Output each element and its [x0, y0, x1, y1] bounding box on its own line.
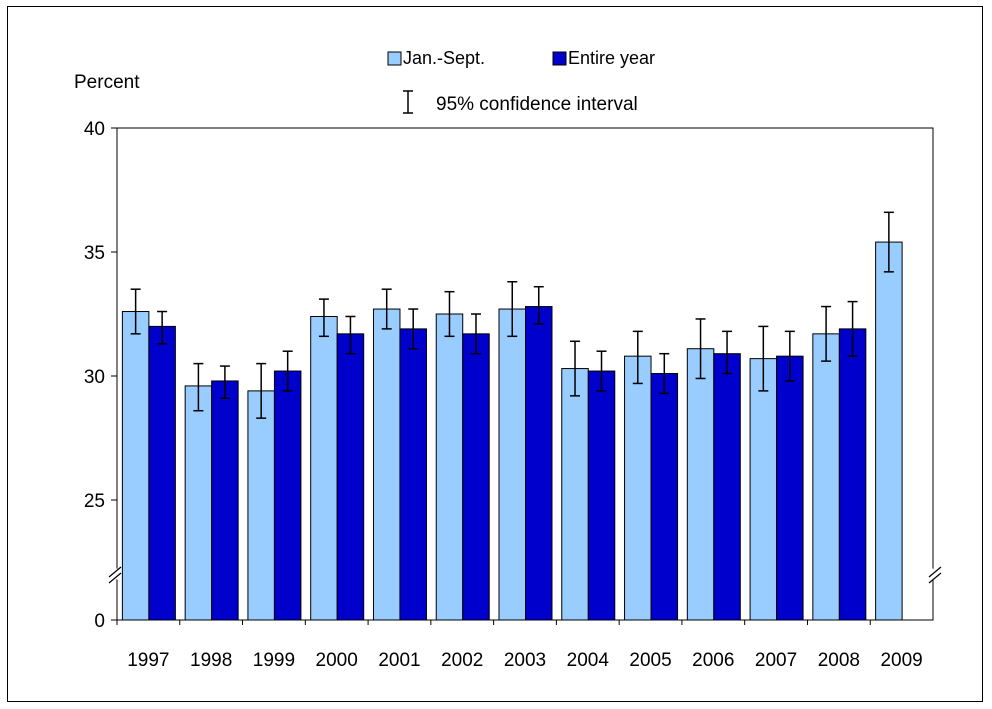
bar-jan-sept-2007	[749, 358, 778, 621]
bar-entire-year-2006	[713, 353, 741, 621]
tick-labels-layer: 0 25 30 35 40 1997 1998 1999 2000 2001 2002 2003 200…	[84, 119, 923, 671]
bar-entire-year-2007	[776, 355, 804, 621]
axis-break-left-marks	[108, 566, 122, 584]
bar-jan-sept-2008	[812, 333, 840, 621]
error-bar-jan-sept-1999	[256, 362, 267, 419]
bar-entire-year-1997	[148, 325, 176, 621]
y-axis-title: Percent	[74, 72, 140, 93]
bar-entire-year-2005	[650, 373, 679, 621]
bar-jan-sept-2002	[435, 313, 464, 621]
error-bar-jan-sept-2004	[570, 340, 581, 397]
error-bar-entire-year-1997	[157, 310, 168, 345]
axis-break-right-marks	[928, 566, 942, 584]
error-bar-entire-year-2000	[345, 315, 356, 355]
error-bar-entire-year-2007	[784, 330, 795, 382]
x-tick-label-2003: 2003	[504, 650, 546, 671]
x-tick-label-2009: 2009	[880, 650, 922, 671]
y-tick-label: 0	[94, 611, 105, 632]
error-bar-entire-year-2004	[596, 350, 607, 392]
x-tick-label-2007: 2007	[755, 650, 797, 671]
y-tick-label: 30	[84, 367, 105, 388]
x-tick-label-2000: 2000	[316, 650, 358, 671]
error-bar-entire-year-2003	[533, 285, 544, 325]
y-tick-label: 25	[84, 491, 105, 512]
x-tick-label-2008: 2008	[818, 650, 860, 671]
bar-jan-sept-2006	[686, 348, 715, 621]
x-tick-label-1997: 1997	[127, 650, 169, 671]
error-bar-jan-sept-2005	[632, 330, 643, 385]
bar-jan-sept-2003	[498, 308, 526, 621]
error-bar-entire-year-1999	[282, 350, 293, 392]
legend-label-entire-year: Entire year	[568, 48, 655, 68]
bar-entire-year-2000	[336, 333, 365, 621]
x-tick-label-2006: 2006	[692, 650, 734, 671]
error-bars-layer	[130, 211, 894, 419]
error-bar-jan-sept-2008	[821, 305, 832, 362]
y-tick-label: 35	[84, 243, 105, 264]
legend-label-jan-sept: Jan.-Sept.	[403, 48, 485, 68]
bar-jan-sept-2004	[561, 368, 589, 621]
bar-entire-year-1999	[273, 370, 302, 621]
x-tick-label-1998: 1998	[190, 650, 232, 671]
bar-entire-year-2008	[838, 328, 867, 621]
legend-ci-icon	[403, 90, 413, 114]
bar-entire-year-2001	[399, 328, 427, 621]
legend-swatch-jan-sept	[387, 51, 402, 66]
bar-jan-sept-1997	[121, 311, 150, 621]
bar-entire-year-1998	[211, 380, 239, 621]
error-bar-jan-sept-2003	[507, 281, 518, 338]
bar-entire-year-2004	[587, 370, 616, 621]
error-bar-jan-sept-1998	[193, 362, 204, 412]
y-tick-label: 40	[84, 119, 105, 140]
bar-jan-sept-2001	[372, 308, 401, 621]
error-bar-jan-sept-2001	[381, 288, 392, 330]
bar-entire-year-2002	[462, 333, 490, 621]
error-bar-jan-sept-2000	[318, 298, 329, 338]
bar-jan-sept-2000	[310, 315, 338, 621]
bar-jan-sept-2005	[624, 355, 652, 621]
error-bar-jan-sept-2002	[444, 290, 455, 338]
x-tick-label-2001: 2001	[378, 650, 420, 671]
bar-jan-sept-2009	[875, 241, 903, 621]
x-tick-label-1999: 1999	[253, 650, 295, 671]
bar-jan-sept-1998	[184, 385, 213, 621]
error-bar-entire-year-1998	[219, 365, 230, 400]
error-bar-entire-year-2006	[722, 330, 733, 375]
x-tick-label-2004: 2004	[567, 650, 610, 671]
bar-jan-sept-1999	[247, 390, 275, 621]
legend: Jan.-Sept. Entire year 95% confidence in…	[387, 48, 655, 115]
error-bar-jan-sept-2009	[883, 211, 894, 273]
x-tick-label-2002: 2002	[441, 650, 483, 671]
error-bar-entire-year-2002	[470, 313, 481, 355]
error-bar-entire-year-2005	[659, 352, 670, 395]
legend-label-ci: 95% confidence interval	[436, 94, 638, 115]
legend-swatch-entire-year	[552, 51, 567, 66]
x-tick-label-2005: 2005	[629, 650, 671, 671]
error-bar-entire-year-2001	[408, 308, 419, 350]
error-bar-jan-sept-2007	[758, 325, 769, 392]
error-bar-entire-year-2008	[847, 300, 858, 357]
bar-entire-year-2003	[525, 306, 553, 621]
error-bar-jan-sept-2006	[695, 318, 706, 380]
error-bar-jan-sept-1997	[130, 288, 141, 335]
